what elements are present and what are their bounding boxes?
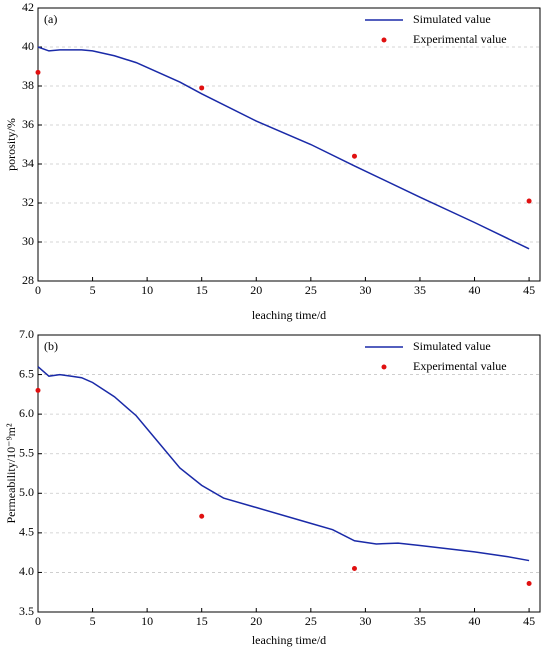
x-tick-label: 5 (90, 283, 96, 297)
y-tick-label: 42 (22, 0, 34, 14)
legend-label: Experimental value (413, 32, 507, 46)
y-tick-label: 38 (22, 78, 34, 92)
legend-label: Simulated value (413, 339, 491, 353)
y-axis-label: Permeability/10⁻⁹m² (4, 423, 18, 524)
y-tick-label: 40 (22, 39, 34, 53)
point (351, 565, 357, 571)
y-tick-label: 34 (22, 156, 34, 170)
point (526, 581, 532, 587)
x-tick-label: 15 (196, 283, 208, 297)
x-tick-label: 35 (414, 614, 426, 628)
y-tick-label: 3.5 (19, 604, 34, 618)
y-tick-label: 32 (22, 195, 34, 209)
y-tick-label: 36 (22, 117, 34, 131)
x-axis-label: leaching time/d (252, 633, 326, 647)
x-axis-label: leaching time/d (252, 308, 326, 322)
x-tick-label: 25 (305, 614, 317, 628)
y-tick-label: 4.0 (19, 564, 34, 578)
x-tick-label: 0 (35, 614, 41, 628)
x-tick-label: 35 (414, 283, 426, 297)
y-tick-label: 5.0 (19, 485, 34, 499)
plot-frame (37, 7, 541, 282)
legend-label: Simulated value (413, 12, 491, 26)
y-axis-label: porosity/% (4, 118, 18, 171)
y-tick-label: 5.5 (19, 445, 34, 459)
y-tick-label: 6.5 (19, 366, 34, 380)
x-tick-label: 30 (359, 614, 371, 628)
x-tick-label: 40 (469, 283, 481, 297)
point (351, 153, 357, 159)
legend-point (381, 37, 387, 43)
panel-label: (a) (44, 12, 57, 26)
x-tick-label: 45 (523, 614, 535, 628)
y-tick-label: 28 (22, 273, 34, 287)
y-tick-label: 7.0 (19, 327, 34, 341)
y-tick-label: 6.0 (19, 406, 34, 420)
x-tick-label: 10 (141, 614, 153, 628)
x-tick-label: 25 (305, 283, 317, 297)
point (35, 69, 41, 75)
point (526, 198, 532, 204)
x-tick-label: 20 (250, 614, 262, 628)
legend-point (381, 364, 387, 370)
point (199, 85, 205, 91)
point (199, 513, 205, 519)
y-tick-label: 30 (22, 234, 34, 248)
point (35, 387, 41, 393)
x-tick-label: 30 (359, 283, 371, 297)
y-tick-label: 4.5 (19, 525, 34, 539)
plot-frame (37, 334, 541, 613)
line (37, 366, 530, 562)
line (37, 46, 530, 250)
panel-label: (b) (44, 339, 58, 353)
x-tick-label: 45 (523, 283, 535, 297)
x-tick-label: 40 (469, 614, 481, 628)
x-tick-label: 5 (90, 614, 96, 628)
x-tick-label: 10 (141, 283, 153, 297)
legend-label: Experimental value (413, 359, 507, 373)
x-tick-label: 0 (35, 283, 41, 297)
x-tick-label: 20 (250, 283, 262, 297)
x-tick-label: 15 (196, 614, 208, 628)
